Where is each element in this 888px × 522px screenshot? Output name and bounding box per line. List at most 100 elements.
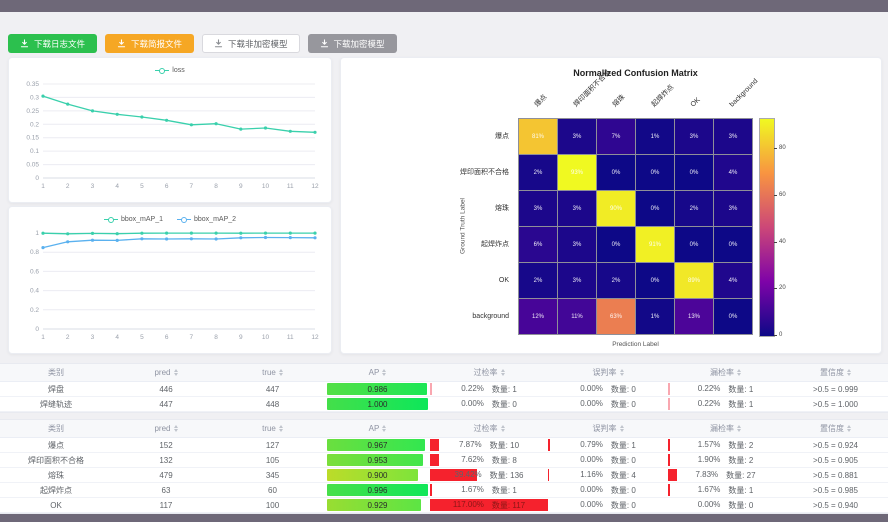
column-header-label: AP [368, 368, 380, 377]
map-line-chart: 0 0.2 0.4 0.6 0.8 1 1 2 3 4 5 6 7 8 9 10 11 12 [9, 227, 331, 347]
column-header-过检率[interactable]: 过检率 [430, 364, 548, 382]
column-header-置信度[interactable]: 置信度 [783, 364, 888, 382]
svg-text:4: 4 [115, 334, 119, 341]
column-header-AP[interactable]: AP [325, 364, 430, 382]
sort-caret-icon[interactable] [619, 369, 624, 376]
button-label: 下载加密模型 [333, 38, 385, 49]
sort-caret-icon[interactable] [737, 369, 741, 376]
confidence-cell: >0.5 = 0.999 [783, 382, 888, 397]
pred-cell: 132 [112, 453, 220, 468]
rate-percent: 7.62% [461, 454, 484, 464]
sort-caret-icon[interactable] [382, 425, 387, 432]
rate-cell: 0.00% 数量: 0 [668, 498, 783, 513]
matrix-cell: 3% [675, 119, 713, 154]
column-header-漏检率[interactable]: 漏检率 [668, 420, 783, 438]
sort-caret-icon[interactable] [500, 425, 505, 432]
rate-cell: 0.00% 数量: 0 [548, 382, 668, 397]
column-header-AP[interactable]: AP [325, 420, 430, 438]
ap-bar [327, 454, 424, 466]
class-cell: 焊盘 [0, 382, 112, 397]
confusion-matrix-title: Normalized Confusion Matrix [573, 68, 698, 78]
legend-item-loss[interactable]: loss [155, 67, 185, 74]
pred-cell: 152 [112, 438, 220, 453]
column-header-pred[interactable]: pred [112, 364, 220, 382]
column-header-置信度[interactable]: 置信度 [783, 420, 888, 438]
ap-cell: 1.000 [325, 397, 430, 412]
download-button-3[interactable]: 下载非加密模型 [202, 34, 300, 53]
rate-cell: 1.67% 数量: 1 [668, 483, 783, 498]
matrix-cell: 0% [597, 227, 635, 262]
svg-text:12: 12 [311, 183, 319, 190]
column-header-label: 误判率 [592, 368, 617, 377]
column-header-误判率[interactable]: 误判率 [548, 420, 668, 438]
matrix-cell: 90% [597, 191, 635, 226]
true-cell: 127 [220, 438, 325, 453]
ap-cell: 0.953 [325, 453, 430, 468]
rate-percent: 0.79% [580, 439, 603, 449]
rate-cell: 0.79% 数量: 1 [548, 438, 668, 453]
column-header-true[interactable]: true [220, 364, 325, 382]
rate-percent: 0.22% [697, 383, 721, 393]
button-label: 下载日志文件 [34, 38, 86, 49]
matrix-row-label: 爆点 [495, 133, 509, 140]
rate-count: 数量: 136 [489, 470, 524, 480]
sort-caret-icon[interactable] [847, 425, 851, 432]
sort-caret-icon[interactable] [500, 369, 505, 376]
rate-bar [430, 454, 439, 466]
pred-cell: 63 [112, 483, 220, 498]
sort-caret-icon[interactable] [737, 425, 741, 432]
legend-marker [103, 216, 118, 223]
matrix-cell: 3% [519, 191, 557, 226]
column-header-label: 类别 [48, 424, 64, 433]
rate-cell: 0.00% 数量: 0 [548, 498, 668, 513]
svg-text:1: 1 [35, 230, 39, 237]
ap-value: 0.953 [367, 455, 388, 465]
rate-cell: 0.00% 数量: 0 [548, 397, 668, 412]
download-button-1[interactable]: 下载日志文件 [8, 34, 98, 53]
sort-caret-icon[interactable] [382, 369, 387, 376]
matrix-cell: 2% [519, 155, 557, 190]
true-cell: 447 [220, 382, 325, 397]
rate-count: 数量: 0 [728, 500, 754, 510]
sort-caret-icon[interactable] [173, 369, 178, 376]
column-header-过检率[interactable]: 过检率 [430, 420, 548, 438]
column-header-pred[interactable]: pred [112, 420, 220, 438]
legend-item-bbox_mAP_2[interactable]: bbox_mAP_2 [177, 216, 236, 223]
rate-percent: 1.16% [580, 469, 603, 479]
matrix-column-label: background [728, 77, 760, 109]
sort-caret-icon[interactable] [278, 425, 283, 432]
legend-item-bbox_mAP_1[interactable]: bbox_mAP_1 [103, 216, 163, 223]
pred-cell: 447 [112, 397, 220, 412]
ap-value: 0.996 [367, 485, 388, 495]
svg-text:4: 4 [115, 183, 119, 190]
svg-text:10: 10 [262, 183, 270, 190]
true-cell: 345 [220, 468, 325, 483]
rate-bar [430, 499, 548, 511]
rate-percent: 1.57% [697, 439, 721, 449]
confidence-cell: >0.5 = 0.881 [783, 468, 888, 483]
download-button-2[interactable]: 下载简报文件 [105, 34, 195, 53]
rate-percent: 7.87% [458, 439, 482, 449]
download-button-4[interactable]: 下载加密模型 [307, 34, 397, 53]
colorbar-tick-mark [774, 335, 777, 336]
svg-text:9: 9 [239, 183, 243, 190]
matrix-cell: 91% [636, 227, 674, 262]
rate-cell: 117.00% 数量: 117 [430, 498, 548, 513]
rate-bar [430, 383, 432, 395]
column-header-true[interactable]: true [220, 420, 325, 438]
column-header-误判率[interactable]: 误判率 [548, 364, 668, 382]
sort-caret-icon[interactable] [278, 369, 283, 376]
sort-caret-icon[interactable] [847, 369, 851, 376]
loss-chart-card: loss 0 0.05 0.1 0.15 0.2 0.25 0.3 0.35 1 2 3 4 5 6 7 8 9… [8, 57, 332, 203]
matrix-column-label: OK [689, 96, 702, 109]
matrix-cell: 0% [636, 191, 674, 226]
download-icon [117, 39, 126, 48]
sort-caret-icon[interactable] [619, 425, 624, 432]
true-cell: 60 [220, 483, 325, 498]
sort-caret-icon[interactable] [173, 425, 178, 432]
confusion-matrix-xlabel: Prediction Label [612, 341, 659, 348]
rate-bar [668, 469, 677, 481]
rate-cell: 7.62% 数量: 8 [430, 453, 548, 468]
column-header-漏检率[interactable]: 漏检率 [668, 364, 783, 382]
rate-count: 数量: 2 [728, 455, 754, 465]
